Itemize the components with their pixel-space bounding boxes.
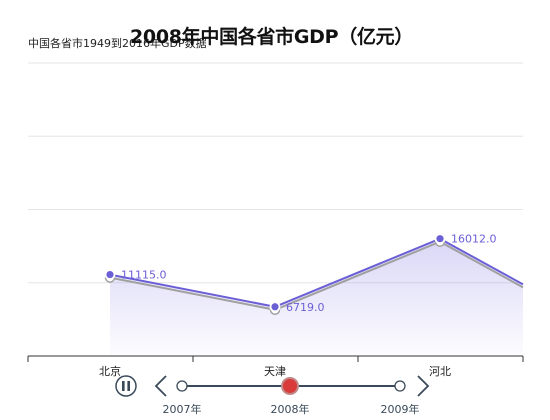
- timeline-node[interactable]: [176, 380, 188, 392]
- timeline-handle[interactable]: [281, 377, 299, 395]
- x-tick-label: 河北: [429, 365, 451, 378]
- chevron-right-icon[interactable]: [417, 375, 430, 397]
- data-point[interactable]: [434, 233, 446, 245]
- timeline-year-label[interactable]: 2009年: [381, 402, 420, 416]
- chart-title: 2008年中国各省市GDP（亿元）: [130, 26, 414, 48]
- chevron-left-icon[interactable]: [154, 375, 167, 397]
- data-point[interactable]: [104, 269, 116, 280]
- data-label: 11115.0: [121, 269, 167, 282]
- pause-bar: [127, 381, 130, 391]
- timeline-node[interactable]: [394, 380, 406, 392]
- x-tick-label: 北京: [99, 364, 121, 378]
- data-point[interactable]: [269, 301, 281, 313]
- data-label: 16012.0: [451, 233, 497, 246]
- series-line: [109, 237, 524, 308]
- chart-subtitle: 中国各省市1949到2016年GDP数据: [28, 37, 207, 50]
- timeline-year-label[interactable]: 2007年: [163, 402, 202, 416]
- data-label: 6719.0: [286, 301, 325, 314]
- series-line-secondary: [109, 240, 524, 311]
- series-area: [110, 238, 523, 356]
- pause-bar: [122, 381, 125, 391]
- pause-icon[interactable]: [115, 375, 137, 397]
- timeline-year-label[interactable]: 2008年: [271, 402, 310, 416]
- x-tick-label: 天津: [264, 365, 286, 378]
